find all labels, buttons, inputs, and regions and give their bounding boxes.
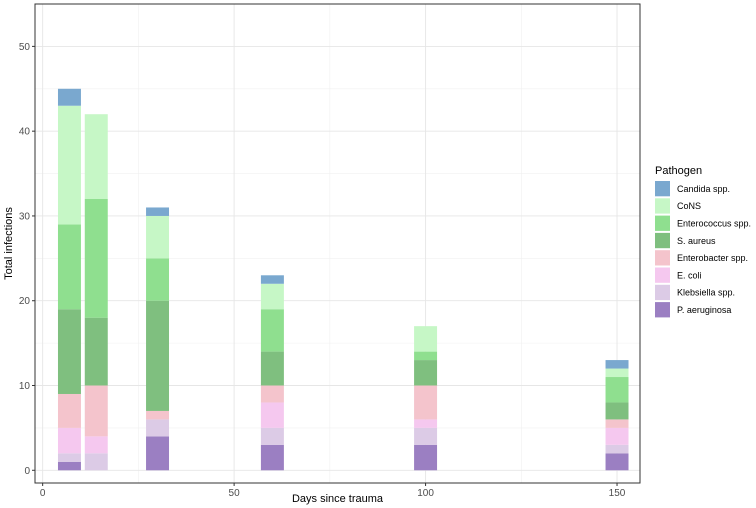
bar-segment xyxy=(414,427,438,445)
legend-label: E. coli xyxy=(677,270,702,280)
legend-key xyxy=(655,232,670,249)
bar-segment xyxy=(260,283,284,310)
legend-label: Klebsiella spp. xyxy=(677,288,735,298)
bar-segment xyxy=(84,317,108,386)
bar-segment xyxy=(260,351,284,386)
bar-segment xyxy=(414,351,438,361)
legend-label: S. aureus xyxy=(677,236,716,246)
x-tick-label: 100 xyxy=(417,488,434,499)
legend-label: Enterococcus spp. xyxy=(677,218,751,228)
bar-segment xyxy=(414,444,438,471)
bar-segment xyxy=(146,410,170,420)
panel-background xyxy=(35,4,640,483)
panel-border xyxy=(34,3,641,484)
bar-segment xyxy=(605,377,629,403)
legend: Pathogen Candida spp. CoNS Enterococcus sp… xyxy=(655,165,751,318)
legend-title: Pathogen xyxy=(655,165,702,177)
plot-area: 0 10 20 30 40 50 0 50 100 150 xyxy=(19,3,641,499)
legend-label: P. aeruginosa xyxy=(677,305,731,315)
x-axis-title: Days since trauma xyxy=(292,493,384,505)
bar-segment xyxy=(414,385,438,420)
y-tick-label: 40 xyxy=(19,127,31,138)
bar-segment xyxy=(414,419,438,428)
bar-segment xyxy=(57,393,81,428)
legend-key xyxy=(655,250,670,266)
legend-key xyxy=(655,215,670,231)
bar-segment xyxy=(84,114,108,199)
bar-segment xyxy=(260,427,284,445)
legend-key xyxy=(655,198,670,214)
bar-segment xyxy=(84,385,108,437)
bar-segment xyxy=(146,436,170,471)
bar-segment xyxy=(605,368,629,378)
x-tick-label: 0 xyxy=(40,488,46,499)
bar-segment xyxy=(260,444,284,471)
y-tick-label: 30 xyxy=(19,211,31,222)
bar-segment xyxy=(260,385,284,403)
bar-segment xyxy=(414,360,438,386)
bar-segment xyxy=(57,453,81,462)
y-tick-label: 10 xyxy=(19,381,31,392)
bar-segment xyxy=(605,427,629,445)
y-axis-title: Total infections xyxy=(3,207,15,280)
bar-segment xyxy=(57,224,81,310)
bar-segment xyxy=(605,419,629,428)
bar-segment xyxy=(605,402,629,420)
legend-label: Enterobacter spp. xyxy=(677,253,748,263)
bar-segment xyxy=(605,453,629,471)
bar-segment xyxy=(84,436,108,454)
legend-key xyxy=(655,302,670,318)
bar-segment xyxy=(260,309,284,352)
bar-segment xyxy=(57,309,81,394)
legend-key xyxy=(655,284,670,301)
bar-segment xyxy=(146,419,170,437)
bar-segment xyxy=(84,198,108,318)
bar-segment xyxy=(260,402,284,428)
bar-segment xyxy=(57,88,81,106)
x-tick-label: 50 xyxy=(229,488,241,499)
y-tick-label: 0 xyxy=(24,466,30,477)
legend-label: Candida spp. xyxy=(677,184,730,194)
bar-segment xyxy=(605,360,629,369)
bar-segment xyxy=(414,326,438,352)
y-tick-label: 50 xyxy=(19,42,31,53)
bar-segment xyxy=(57,427,81,454)
bar-segment xyxy=(84,453,108,471)
y-tick-label: 20 xyxy=(19,296,31,307)
bar-segment xyxy=(57,105,81,225)
legend-key xyxy=(655,181,670,197)
legend-label: CoNS xyxy=(677,201,701,211)
bar-segment xyxy=(260,275,284,284)
bar-segment xyxy=(146,207,170,216)
bar-segment xyxy=(146,215,170,259)
x-tick-label: 150 xyxy=(609,488,626,499)
bar-segment xyxy=(605,444,629,454)
legend-key xyxy=(655,267,670,283)
bar-segment xyxy=(146,300,170,411)
bar-segment xyxy=(57,461,81,471)
bar-segment xyxy=(146,258,170,301)
